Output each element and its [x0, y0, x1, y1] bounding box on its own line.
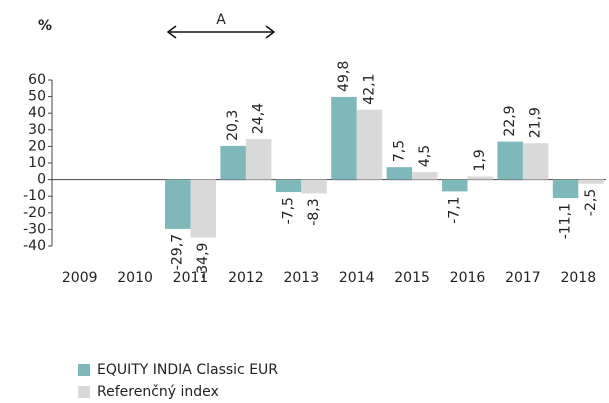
legend-swatch [78, 386, 90, 398]
y-axis-label: % [38, 18, 52, 34]
value-label: 21,9 [528, 107, 544, 138]
x-tick-label: 2011 [173, 270, 209, 286]
bar [331, 96, 357, 180]
legend-label: EQUITY INDIA Classic EUR [97, 362, 278, 378]
value-label: 7,5 [391, 140, 407, 162]
y-tick-label: -10 [23, 188, 46, 204]
y-tick-label: 30 [28, 122, 46, 138]
bar [356, 109, 383, 180]
value-label: 49,8 [336, 61, 352, 92]
x-tick-label: 2016 [450, 270, 486, 286]
y-tick-label: 60 [28, 72, 46, 88]
bar [552, 179, 579, 199]
bar [386, 167, 413, 180]
bar [245, 139, 272, 180]
y-tick-label: 20 [28, 138, 46, 154]
value-label: 22,9 [502, 105, 518, 136]
y-tick-label: -40 [23, 238, 46, 254]
bar [220, 145, 246, 180]
x-tick-label: 2014 [339, 270, 375, 286]
value-label: -34,9 [195, 243, 211, 279]
y-tick-label: -20 [23, 205, 46, 221]
bar [412, 172, 438, 180]
y-tick-label: 10 [28, 155, 46, 171]
y-tick-label: 50 [28, 89, 46, 105]
value-label: 24,4 [251, 103, 267, 134]
legend-swatch [78, 364, 90, 376]
value-label: 20,3 [225, 110, 241, 141]
x-tick-label: 2009 [62, 270, 98, 286]
bar [190, 179, 216, 238]
bar [165, 179, 191, 229]
y-tick-label: 0 [37, 172, 46, 188]
bar [522, 143, 549, 180]
bar [467, 176, 493, 180]
value-label: -29,7 [170, 234, 186, 270]
bar [442, 179, 468, 192]
y-tick-label: -30 [23, 221, 46, 237]
value-label: -8,3 [306, 198, 322, 225]
annotation: A [216, 12, 226, 28]
value-label: -7,5 [281, 197, 297, 224]
value-label: -7,1 [447, 196, 463, 223]
x-tick-label: 2010 [117, 270, 153, 286]
value-label: -2,5 [583, 189, 599, 216]
bar [497, 141, 523, 180]
x-tick-label: 2015 [394, 270, 430, 286]
x-tick-label: 2012 [228, 270, 264, 286]
value-label: -11,1 [558, 203, 574, 239]
bar [301, 179, 327, 194]
x-tick-label: 2013 [283, 270, 319, 286]
x-tick-label: 2018 [560, 270, 596, 286]
x-tick-label: 2017 [505, 270, 541, 286]
bar [275, 179, 302, 193]
legend-label: Referenčný index [97, 384, 219, 400]
value-label: 1,9 [472, 149, 488, 171]
value-label: 42,1 [361, 74, 377, 105]
value-label: 4,5 [417, 145, 433, 167]
bar [578, 179, 604, 184]
y-tick-label: 40 [28, 105, 46, 121]
annotation-arrow [166, 25, 276, 39]
